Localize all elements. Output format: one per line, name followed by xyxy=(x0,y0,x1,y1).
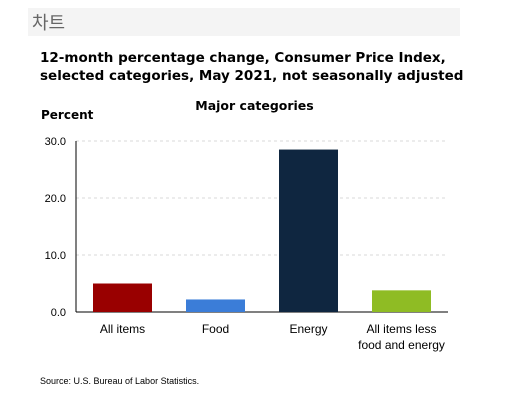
bar xyxy=(372,290,431,312)
panel-title: 차트 xyxy=(32,13,66,34)
x-tick-label: Energy xyxy=(289,322,328,336)
bar xyxy=(186,299,245,312)
bar xyxy=(279,149,338,312)
y-tick-label: 10.0 xyxy=(45,250,66,262)
x-tick-label: All items xyxy=(99,322,146,336)
y-axis-label: Percent xyxy=(41,108,94,122)
x-tick-label: Food xyxy=(201,322,230,336)
panel-header: 차트 xyxy=(28,8,460,36)
y-tick-label: 0.0 xyxy=(51,307,66,319)
x-tick-label: All items less food and energy xyxy=(358,322,445,352)
chart-title: 12-month percentage change, Consumer Pri… xyxy=(40,50,464,84)
y-tick-label: 30.0 xyxy=(45,136,66,148)
chart-subtitle: Major categories xyxy=(195,98,314,113)
bar xyxy=(93,283,152,312)
y-tick-label: 20.0 xyxy=(45,193,66,205)
source-note: Source: U.S. Bureau of Labor Statistics. xyxy=(40,376,200,386)
